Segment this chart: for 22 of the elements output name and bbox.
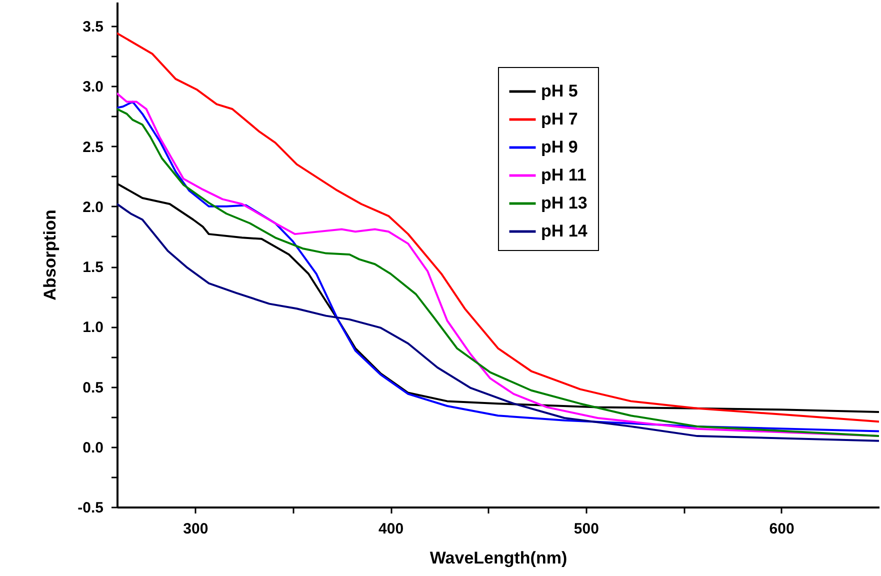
y-tick-label: 1.0	[82, 319, 104, 336]
legend-label: pH 5	[541, 82, 578, 100]
y-tick-label: 1.5	[82, 259, 104, 276]
y-tick-label: 3.5	[82, 18, 104, 36]
line-series	[117, 32, 879, 423]
y-tick-label: 0.5	[82, 379, 104, 396]
x-axis-title: WaveLength(nm)	[430, 548, 568, 568]
y-axis-title: Absorption	[40, 210, 60, 300]
legend-label: pH 14	[541, 222, 588, 240]
y-tick-label: -0.5	[78, 500, 104, 516]
legend-label: pH 7	[541, 110, 578, 128]
y-tick-label: 0.0	[82, 439, 104, 456]
y-tick-label: 3.0	[82, 78, 104, 96]
legend-label: pH 13	[541, 194, 588, 212]
y-tick-label: 2.0	[82, 198, 104, 216]
legend-label: pH 11	[541, 166, 586, 184]
x-tick-label: 300	[183, 520, 208, 538]
legend-label: pH 9	[541, 138, 578, 156]
x-tick-label: 400	[378, 520, 404, 538]
x-tick-label: 600	[769, 520, 794, 538]
y-tick-label: 2.5	[82, 138, 104, 156]
x-tick-label: 500	[574, 520, 599, 538]
